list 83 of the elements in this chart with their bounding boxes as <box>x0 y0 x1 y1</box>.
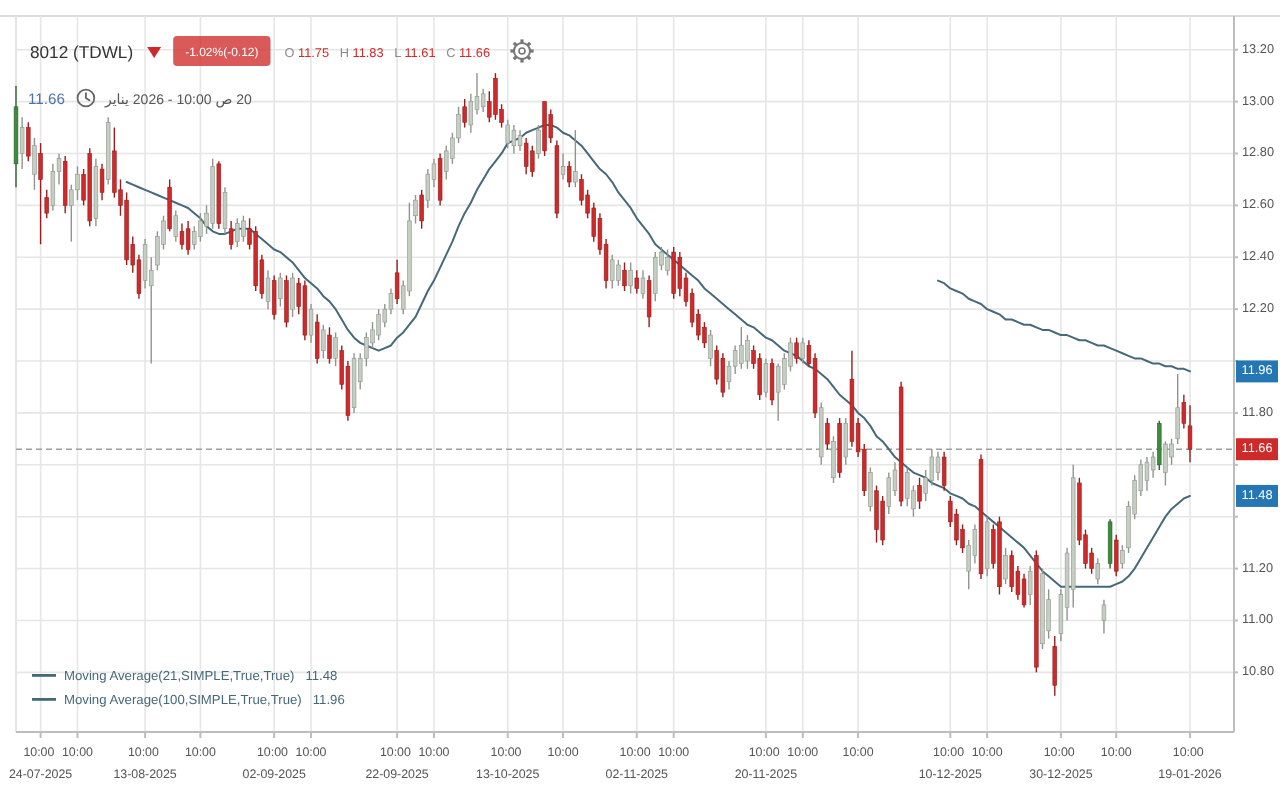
candlestick <box>38 142 43 245</box>
candlestick <box>616 259 621 287</box>
candlestick <box>548 108 553 144</box>
candlestick <box>290 272 295 318</box>
candlestick <box>1157 420 1162 471</box>
candlestick <box>505 119 510 149</box>
candlestick <box>1107 518 1113 570</box>
candlestick <box>745 334 750 370</box>
candlestick <box>646 274 652 328</box>
line-series <box>936 279 1191 373</box>
candlestick <box>935 451 941 482</box>
candlestick <box>1021 573 1027 609</box>
candlestick <box>628 261 633 295</box>
candlestick <box>566 160 572 188</box>
candlestick <box>1052 635 1057 697</box>
candlestick <box>739 326 744 370</box>
candlestick <box>653 251 658 303</box>
candlestick <box>634 269 640 295</box>
candlestick <box>228 220 234 251</box>
candlestick <box>1009 549 1014 593</box>
candlestick <box>241 215 246 243</box>
candlestick <box>665 248 670 277</box>
candlestick <box>32 137 37 191</box>
candlestick <box>511 124 517 155</box>
candlestick <box>536 124 541 160</box>
candlestick <box>437 152 443 207</box>
candlestick <box>831 435 836 484</box>
candlestick <box>941 451 947 492</box>
candlestick <box>265 269 271 310</box>
candlestick <box>984 515 990 578</box>
candlestick <box>99 163 105 201</box>
candlestick <box>610 253 615 290</box>
candlestick <box>308 303 314 344</box>
candlestick <box>62 155 68 214</box>
candlestick <box>560 152 566 181</box>
candlestick <box>327 326 332 365</box>
candlestick <box>622 261 627 292</box>
candlestick <box>185 220 191 256</box>
candlestick <box>1101 599 1107 635</box>
candlestick <box>843 417 848 466</box>
candlestick <box>708 329 713 367</box>
candlestick <box>1027 565 1033 606</box>
candlestick <box>640 269 646 300</box>
candlestick <box>530 145 535 178</box>
candlestick <box>271 274 277 321</box>
candlestick <box>769 357 775 406</box>
candlestick <box>1144 456 1150 492</box>
candlestick <box>874 484 879 544</box>
candlestick <box>1114 534 1119 578</box>
candlestick <box>222 186 228 235</box>
candlestick <box>671 246 676 300</box>
candlestick <box>419 189 424 230</box>
candlestick <box>517 129 523 152</box>
candlestick <box>794 336 799 365</box>
candlestick <box>462 98 467 129</box>
candlestick <box>825 417 830 450</box>
candlestick <box>284 274 289 328</box>
candlestick <box>278 272 283 308</box>
candlestick <box>321 324 326 360</box>
candlestick <box>763 357 769 399</box>
candlestick <box>173 209 179 243</box>
candlestick <box>523 137 529 175</box>
candlestick <box>235 217 240 248</box>
candlestick <box>314 313 320 365</box>
candlestick <box>333 331 338 367</box>
candlestick <box>19 116 25 170</box>
candlestick <box>493 72 498 121</box>
candlestick <box>376 308 381 341</box>
candlestick <box>394 259 400 305</box>
candlestick <box>167 178 172 233</box>
candlestick <box>917 477 922 510</box>
candlestick <box>179 222 185 251</box>
candlestick <box>757 352 762 401</box>
candlestick <box>1095 557 1101 585</box>
candlestick <box>1003 547 1008 585</box>
candlestick <box>720 352 726 399</box>
candlestick <box>1163 440 1168 487</box>
candlestick <box>868 466 873 513</box>
candlestick <box>198 212 203 243</box>
candlestick <box>800 336 805 365</box>
text: 8012 (TDWL) <box>30 42 134 62</box>
candlestick <box>26 121 31 162</box>
candlestick <box>573 129 578 188</box>
